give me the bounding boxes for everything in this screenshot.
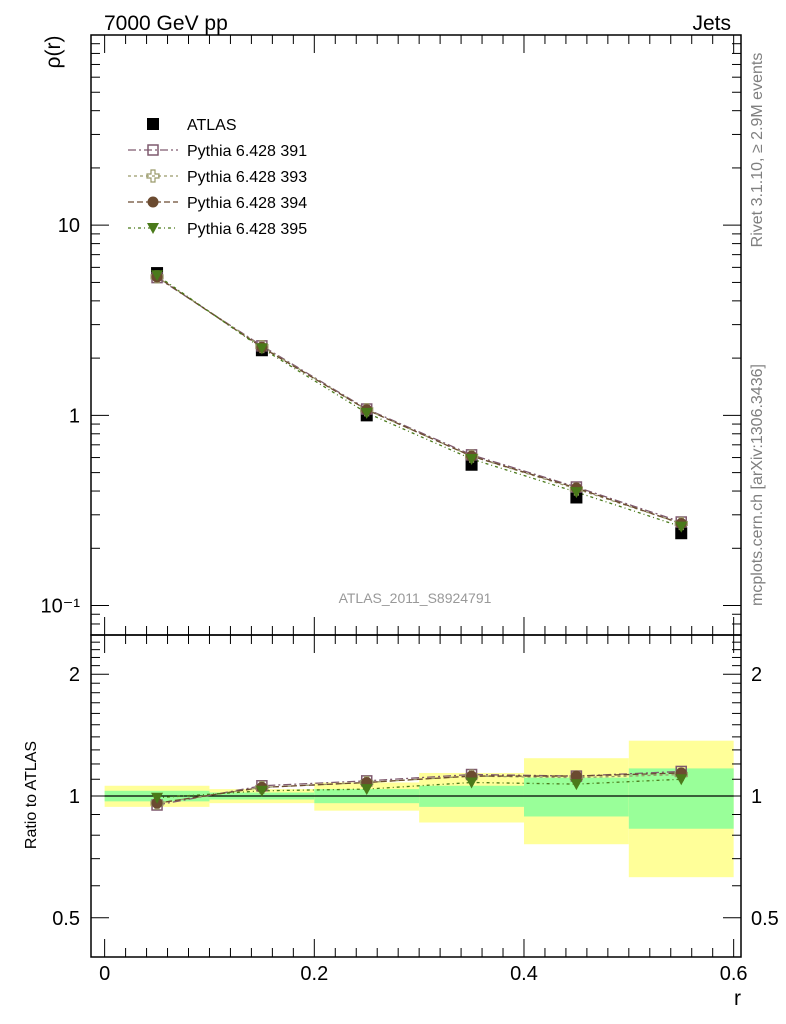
main-data-point [151, 270, 164, 282]
ratio-series-line [156, 772, 682, 804]
legend-marker [147, 118, 159, 130]
x-axis-label: r [734, 987, 741, 1010]
y-axis-label-ratio: Ratio to ATLAS [23, 741, 40, 849]
y-tick-label: 1 [69, 786, 80, 808]
process-label: Jets [692, 12, 731, 35]
ratio-data-point [255, 785, 268, 797]
main-data-point [570, 487, 583, 499]
legend-entry: ATLAS [187, 117, 237, 134]
ratio-bands [104, 740, 734, 878]
y-tick-label: 10⁻¹ [41, 596, 81, 618]
main-series-line [156, 276, 682, 525]
main-series-line [156, 274, 682, 528]
main-data-point [675, 527, 688, 540]
legend-marker [147, 144, 159, 156]
ratio-data-point [570, 779, 583, 791]
y-tick-label: 1 [69, 405, 80, 427]
legend: ATLAS Pythia 6.428 391 Pythia 6.428 393 Pyt… [128, 117, 307, 238]
main-data-point [255, 343, 268, 355]
ratio-data-point [151, 792, 164, 804]
legend-marker [146, 169, 160, 183]
y-tick-label: 2 [69, 664, 80, 686]
y-tick-label: 1 [751, 786, 762, 808]
analysis-annotation: ATLAS_2011_S8924791 [339, 590, 492, 606]
ratio-data-point [570, 770, 582, 782]
main-data-point [465, 453, 478, 465]
energy-label: 7000 GeV pp [104, 12, 228, 35]
legend-entry: Pythia 6.428 393 [187, 169, 307, 186]
main-series-line [156, 276, 682, 525]
ratio-data-point [675, 774, 688, 786]
ratio-data-point [360, 784, 373, 796]
ratio-series-line [156, 773, 682, 804]
main-data-point [360, 407, 373, 419]
y-tick-label: 0.5 [52, 908, 80, 930]
x-tick-label: 0.2 [300, 963, 328, 985]
y-tick-label: 10 [58, 215, 80, 237]
x-tick-label: 0.6 [720, 963, 748, 985]
series-markers [150, 267, 688, 811]
main-data-point [675, 521, 688, 533]
legend-entry: Pythia 6.428 394 [187, 195, 307, 212]
legend-marker [147, 196, 159, 208]
ratio-series-line [157, 778, 682, 799]
legend-entry: Pythia 6.428 395 [187, 221, 307, 238]
x-tick-label: 0 [99, 963, 110, 985]
y-tick-label: 2 [751, 664, 762, 686]
axes: 0 0.2 0.4 0.6 10⁻¹ 1 10 0.5 0.5 1 1 2 2 [41, 34, 779, 985]
source-label: mcplots.cern.ch [arXiv:1306.3436] [749, 364, 766, 606]
series-lines [156, 274, 682, 806]
ratio-data-point [465, 777, 478, 789]
x-tick-label: 0.4 [510, 963, 538, 985]
legend-marker [147, 223, 159, 234]
legend-entry: Pythia 6.428 391 [187, 143, 307, 160]
y-tick-label: 0.5 [751, 908, 779, 930]
y-axis-label-main: ρ(r) [42, 36, 65, 69]
rivet-label: Rivet 3.1.10, ≥ 2.9M events [749, 53, 766, 248]
ratio-series-line [156, 770, 682, 806]
main-series-line [156, 277, 682, 523]
